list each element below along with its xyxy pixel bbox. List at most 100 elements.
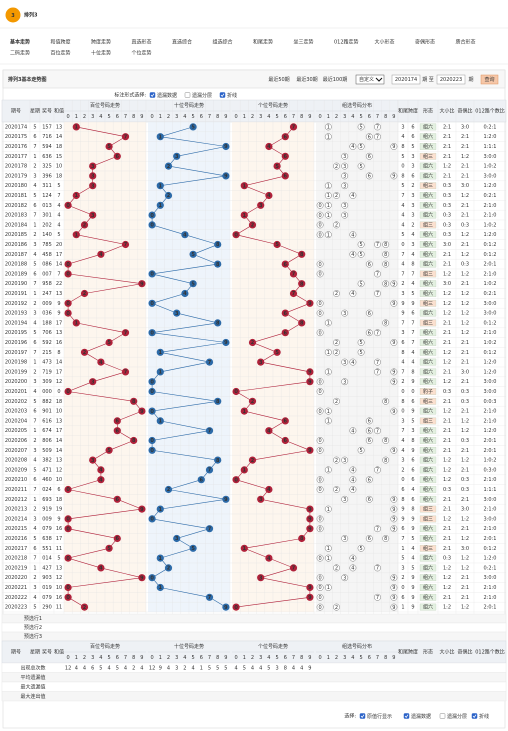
sum: 17 <box>56 252 62 258</box>
weekday: 3 <box>33 242 36 248</box>
nav-link[interactable]: 坐三走势 <box>294 39 314 46</box>
group-number: 7 <box>376 428 379 434</box>
group-number: 9 <box>392 497 395 503</box>
checkbox[interactable] <box>219 92 226 98</box>
input[interactable] <box>436 74 466 85</box>
nav-link[interactable]: 百位走势 <box>51 50 71 57</box>
shape-cell <box>419 544 437 552</box>
ball <box>214 260 222 268</box>
group-ball <box>333 221 340 229</box>
digit-header: 8 <box>132 114 135 120</box>
ball-number: 3 <box>259 360 263 366</box>
ball <box>306 299 314 307</box>
ball-number: 0 <box>66 487 70 493</box>
nav-link[interactable]: 基本走势 <box>9 39 30 46</box>
select[interactable] <box>355 74 385 85</box>
tail-cell: 1:2 <box>461 605 469 611</box>
recent-link[interactable]: 最近100期 <box>323 76 348 83</box>
nav-link[interactable]: 012路走势 <box>334 39 359 46</box>
tail-cell: 2:1 <box>461 144 469 150</box>
ball <box>306 505 314 513</box>
ball-number: 2 <box>83 223 87 229</box>
group-number: 5 <box>360 340 363 346</box>
ball <box>214 240 222 249</box>
sum: 5 <box>57 232 60 238</box>
sum: 10 <box>56 477 62 483</box>
tail-cell: 组六 <box>423 535 433 542</box>
nav-link[interactable]: 十位走势 <box>91 50 111 57</box>
shape-cell <box>419 270 437 278</box>
weekday: 3 <box>33 173 36 179</box>
nav-link[interactable]: 和尾走势 <box>253 39 273 46</box>
checkbox[interactable] <box>439 713 446 719</box>
ball-number: 3 <box>175 311 179 317</box>
recent-link[interactable]: 最近50期 <box>268 76 289 83</box>
draw-number: 009 <box>42 301 52 307</box>
draw-number: 247 <box>42 291 52 297</box>
group-number: 9 <box>392 605 395 611</box>
ball <box>64 515 72 523</box>
nav-link[interactable]: 和值跨度 <box>51 39 71 46</box>
tail-cell: 2 <box>411 183 414 189</box>
nav-link[interactable]: 质合形态 <box>456 39 476 46</box>
ball-number: 2 <box>167 193 171 199</box>
digit-header: 1 <box>75 114 78 120</box>
digit-header: 0 <box>151 114 154 120</box>
ball <box>298 534 306 543</box>
tail-cell: 9 <box>411 409 414 415</box>
tail-cell: 组六 <box>423 359 433 366</box>
draw-number: 009 <box>42 516 52 522</box>
tail-cell: 1:2:0 <box>484 556 497 562</box>
input[interactable] <box>391 74 421 85</box>
ball <box>156 133 164 141</box>
checkbox[interactable] <box>359 713 366 719</box>
ball-number: 8 <box>132 399 136 405</box>
nav-link[interactable]: 组选综合 <box>213 39 233 46</box>
nav-link[interactable]: 大小形态 <box>375 39 395 46</box>
stats-value: 12 <box>65 665 71 671</box>
stats-value: 2 <box>183 665 186 671</box>
recent-link[interactable]: 最近30期 <box>296 76 317 83</box>
nav-link[interactable]: 直选综合 <box>172 39 192 46</box>
tail-cell: 4 <box>401 213 404 219</box>
checkbox[interactable] <box>471 713 478 719</box>
tail-cell: 5 <box>401 183 404 189</box>
query-button[interactable] <box>480 74 499 85</box>
group-number: 4 <box>351 556 354 562</box>
tail-cell: 5 <box>401 232 404 238</box>
shape-cell <box>419 172 437 180</box>
digit-header: 7 <box>292 655 295 661</box>
sum: 16 <box>56 595 62 601</box>
nav-link[interactable]: 个位走势 <box>132 50 152 57</box>
nav-link[interactable]: 直选形态 <box>132 39 152 46</box>
checkbox[interactable] <box>149 92 156 98</box>
tail-cell: 0:3 <box>443 232 451 238</box>
shape-cell <box>419 309 437 317</box>
group-ball <box>357 250 365 258</box>
ball-number: 6 <box>116 536 120 542</box>
group-number: 0 <box>319 311 322 317</box>
digit-header: 4 <box>183 114 186 120</box>
ball <box>281 152 289 160</box>
tail-cell: 3:0:0 <box>484 575 497 581</box>
nav-link[interactable]: 二码走势 <box>10 50 30 57</box>
sum: 17 <box>56 428 62 434</box>
group-ball <box>316 554 324 562</box>
group-ball <box>365 535 373 542</box>
column-header: 和尾 <box>398 649 408 656</box>
group-ball <box>316 309 324 317</box>
tail-cell: 7 <box>401 536 404 542</box>
checkbox[interactable] <box>403 713 410 719</box>
nav-link[interactable]: 奇偶形态 <box>415 39 435 46</box>
ball <box>72 231 80 239</box>
group-ball <box>365 133 373 141</box>
ball <box>97 476 105 484</box>
draw-number: 079 <box>42 526 52 532</box>
draw-number: 140 <box>42 232 52 238</box>
ball-number: 3 <box>91 458 95 464</box>
group-number: 9 <box>392 281 395 287</box>
draw-number: 290 <box>42 605 52 611</box>
checkbox[interactable] <box>184 92 191 98</box>
group-number: 3 <box>343 154 346 160</box>
nav-link[interactable]: 跨度走势 <box>91 39 111 46</box>
